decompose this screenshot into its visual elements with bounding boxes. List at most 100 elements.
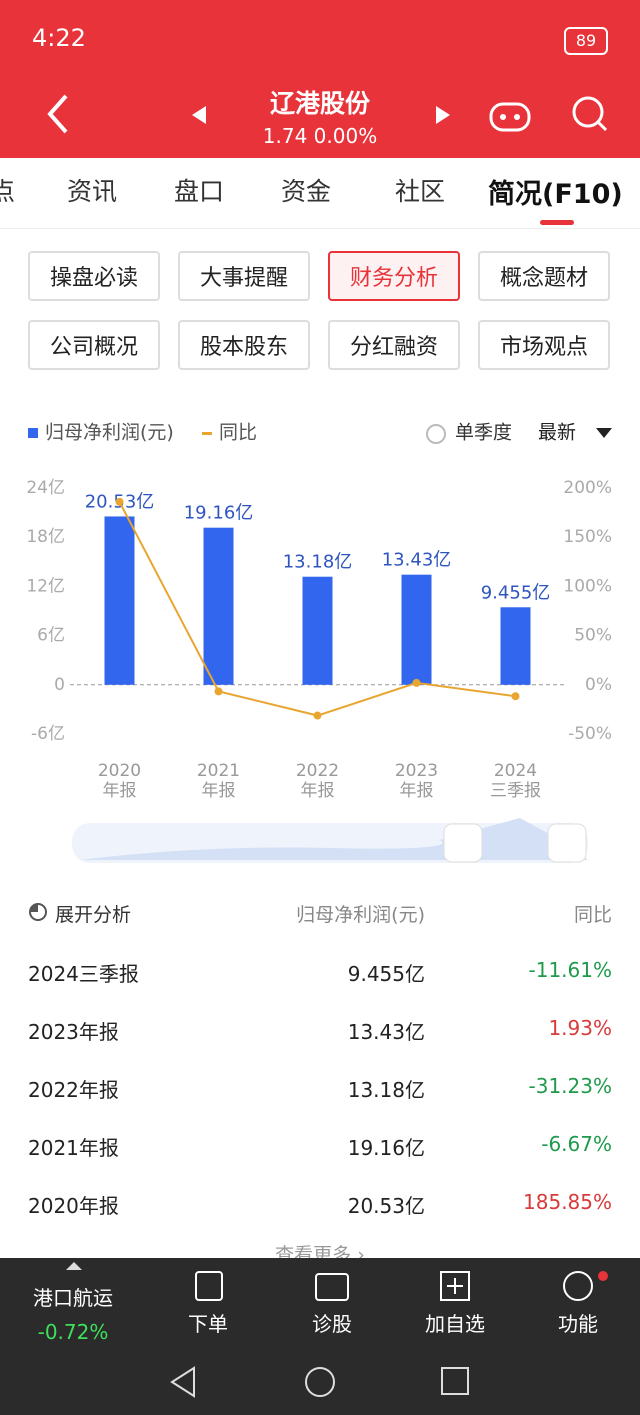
robot[interactable]	[488, 94, 532, 134]
x-tick-label: 年报	[103, 781, 137, 801]
time: 4:22	[32, 24, 86, 52]
tab[interactable]: 点	[0, 177, 16, 206]
battery: 89	[564, 27, 608, 55]
yoy-point	[214, 687, 223, 696]
y-tick-label: 24亿	[26, 478, 65, 498]
y2-tick-label: 0%	[585, 675, 612, 695]
dropdown[interactable]	[596, 428, 612, 438]
slider-handle[interactable]	[547, 823, 587, 863]
y2-tick-label: 150%	[563, 527, 612, 547]
x-tick-label: 2022	[296, 761, 339, 781]
tab[interactable]: 社区	[395, 177, 446, 206]
x-tick-label: 年报	[202, 781, 236, 801]
y-tick-label: -6亿	[31, 724, 65, 744]
yoy-point	[313, 711, 322, 720]
table-cell: -6.67%	[541, 1132, 612, 1156]
y2-tick-label: 50%	[574, 626, 612, 646]
bar	[500, 607, 531, 685]
x-tick-label: 年报	[301, 781, 335, 801]
button-active[interactable]: 财务分析	[328, 251, 460, 301]
table-cell: 1.93%	[548, 1016, 612, 1040]
bar	[302, 576, 333, 685]
y-tick-label: 12亿	[26, 576, 65, 596]
back[interactable]	[40, 92, 80, 136]
table-header: 同比	[573, 904, 612, 926]
table-cell: 185.85%	[523, 1190, 612, 1214]
table-cell: 9.455亿	[347, 962, 425, 986]
button[interactable]: 公司概况	[28, 320, 160, 370]
stock-name: 辽港股份	[269, 89, 370, 118]
legend-label: 归母净利润(元)	[45, 422, 174, 444]
legend-swatch	[202, 432, 212, 435]
slider-handle[interactable]	[443, 823, 483, 863]
data-label: 19.16亿	[184, 503, 254, 524]
table-cell: 13.43亿	[347, 1020, 425, 1044]
x-tick-label: 三季报	[490, 781, 541, 801]
action[interactable]: 加自选	[425, 1312, 485, 1336]
legend-swatch	[28, 428, 38, 438]
action[interactable]: 功能	[558, 1312, 598, 1336]
table-cell: 19.16亿	[347, 1136, 425, 1160]
option[interactable]: 单季度	[455, 422, 512, 444]
next[interactable]	[432, 104, 452, 126]
divider	[0, 228, 640, 229]
x-tick-label: 2020	[98, 761, 141, 781]
yoy-point	[115, 497, 124, 506]
table: 展开分析 归母净利润(元) 同比 查看更多 › 2024三季报 9.455亿 -11…	[0, 890, 640, 1266]
radio[interactable]	[426, 424, 446, 444]
bar	[104, 516, 135, 685]
table-cell: 20.53亿	[347, 1194, 425, 1218]
pie-icon	[29, 903, 47, 921]
table-cell: -31.23%	[528, 1074, 612, 1098]
table-row: 2021年报 19.16亿 -6.67%	[28, 1116, 612, 1174]
table-cell: 2020年报	[28, 1194, 119, 1218]
yoy-point	[511, 692, 520, 701]
prev[interactable]	[190, 104, 210, 126]
table-cell: -11.61%	[528, 958, 612, 982]
button[interactable]: 操盘必读	[28, 251, 160, 301]
tab[interactable]: 资金	[281, 177, 332, 206]
tab[interactable]: 资讯	[67, 177, 118, 206]
table-row: 2024三季报 9.455亿 -11.61%	[28, 942, 612, 1000]
data-label: 13.43亿	[382, 550, 452, 571]
button[interactable]: 大事提醒	[178, 251, 310, 301]
table-header: 归母净利润(元)	[296, 904, 425, 926]
bar	[401, 574, 432, 685]
table-cell: 2023年报	[28, 1020, 119, 1044]
stock-price: 1.74 0.00%	[262, 124, 378, 148]
search[interactable]	[570, 94, 610, 134]
option[interactable]: 最新	[538, 422, 576, 444]
table-row: 2023年报 13.43亿 1.93%	[28, 1000, 612, 1058]
sector[interactable]: 港口航运	[33, 1286, 113, 1310]
tab-active[interactable]: 简况(F10)	[488, 179, 623, 210]
chart: 归母净利润(元) 同比 单季度 最新 24亿 18亿 12亿 6亿 0 -6亿 200% 15…	[26, 422, 612, 863]
action[interactable]: 诊股	[312, 1312, 352, 1336]
table-row: 2022年报 13.18亿 -31.23%	[28, 1058, 612, 1116]
action[interactable]: 下单	[188, 1312, 228, 1336]
y2-tick-label: -50%	[568, 724, 612, 744]
table-cell: 13.18亿	[347, 1078, 425, 1102]
x-tick-label: 2021	[197, 761, 240, 781]
button[interactable]: 股本股东	[178, 320, 310, 370]
y2-tick-label: 200%	[563, 478, 612, 498]
y2-tick-label: 100%	[563, 576, 612, 596]
legend-label: 同比	[219, 422, 257, 444]
bottom-bar: 港口航运 -0.72% 下单 诊股 加自选 功能	[0, 1258, 640, 1415]
y-tick-label: 6亿	[37, 626, 65, 646]
data-label: 13.18亿	[283, 552, 353, 573]
yoy-point	[412, 678, 421, 687]
table-cell: 2022年报	[28, 1078, 119, 1102]
x-tick-label: 2024	[494, 761, 537, 781]
table-header[interactable]: 展开分析	[55, 904, 132, 926]
x-tick-label: 年报	[400, 781, 434, 801]
table-row: 2020年报 20.53亿 185.85%	[28, 1174, 612, 1232]
table-cell: 2021年报	[28, 1136, 119, 1160]
table-cell: 2024三季报	[28, 962, 139, 986]
button[interactable]: 分红融资	[328, 320, 460, 370]
bar	[203, 527, 234, 685]
button[interactable]: 概念题材	[478, 251, 610, 301]
tab[interactable]: 盘口	[174, 177, 225, 206]
y-tick-label: 18亿	[26, 527, 65, 547]
button[interactable]: 市场观点	[478, 320, 610, 370]
